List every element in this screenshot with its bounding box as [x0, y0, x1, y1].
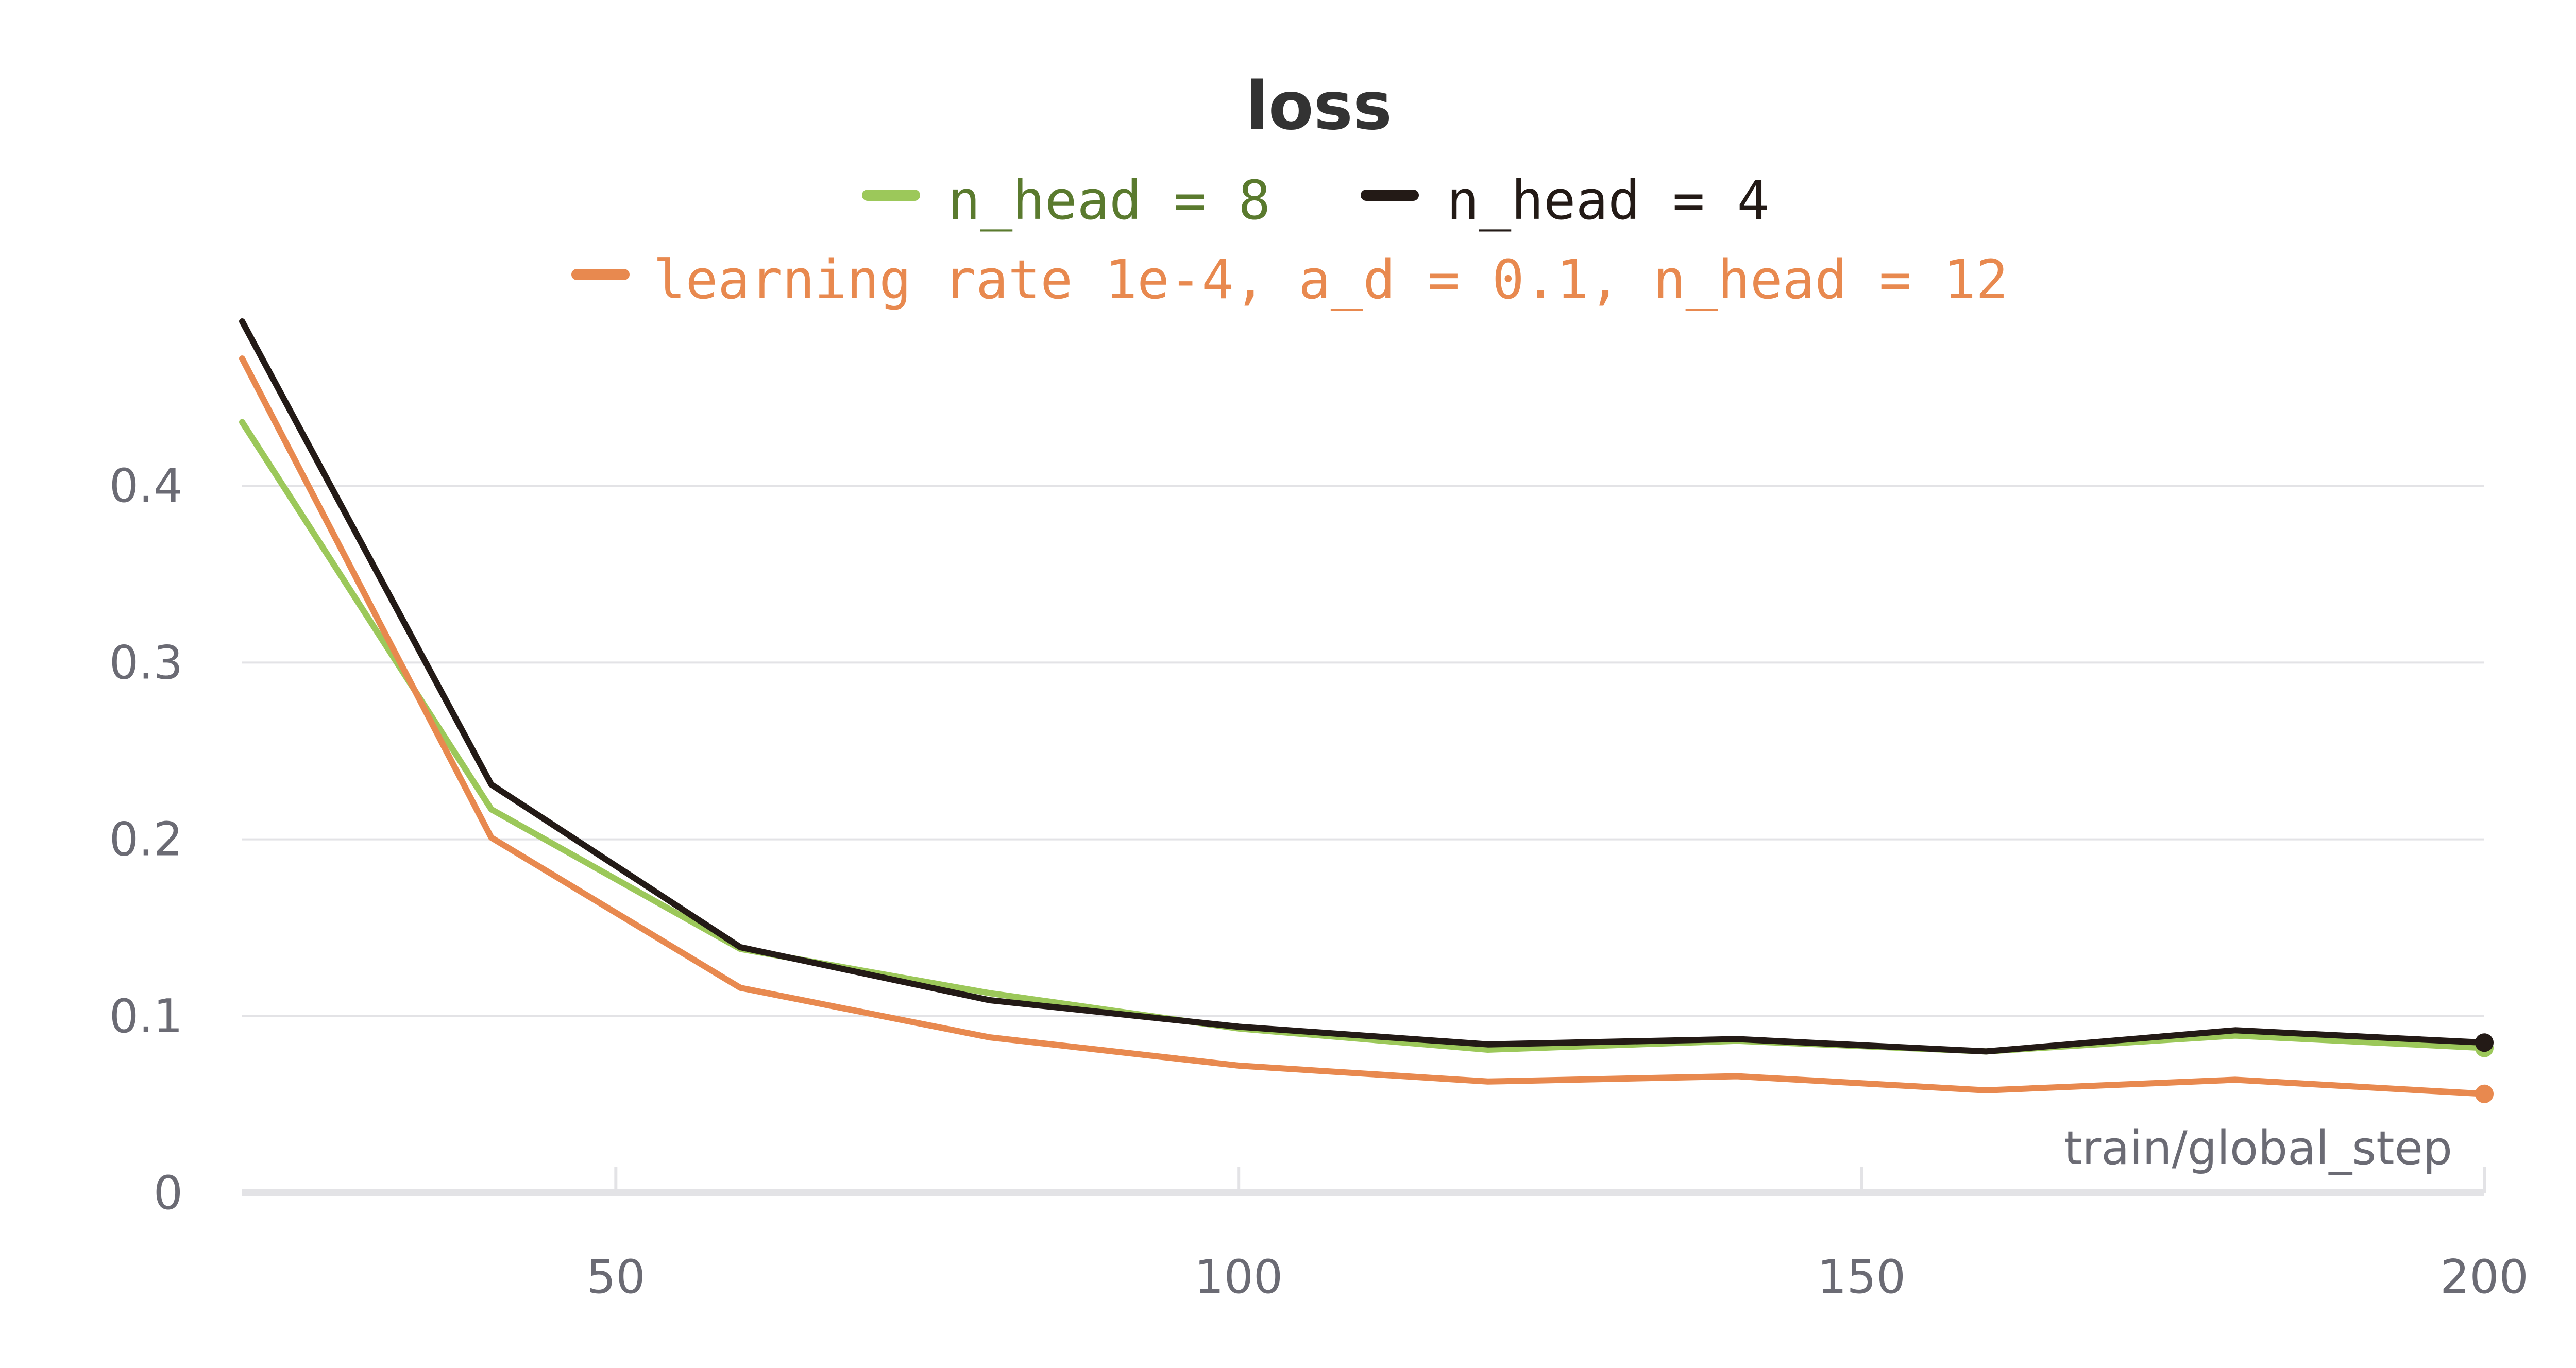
legend-label-n-head-8: n_head = 8 — [948, 169, 1270, 232]
y-tick-label-3: 0.3 — [109, 636, 183, 690]
legend-swatch-n-head-8 — [862, 190, 920, 201]
series-endpoint-2[interactable] — [2475, 1084, 2494, 1103]
y-tick-label-0: 0 — [154, 1166, 183, 1220]
gridlines — [242, 485, 2484, 1017]
legend-label-n-head-4: n_head = 4 — [1447, 169, 1769, 232]
chart-title: loss — [1246, 68, 1392, 145]
x-tick-label-2: 150 — [1817, 1250, 1906, 1304]
legend-item-n-head-8[interactable]: n_head = 8 — [862, 169, 1270, 232]
x-tick-label-1: 100 — [1194, 1250, 1283, 1304]
endpoint-layer — [2475, 1033, 2494, 1103]
x-axis: 50 100 150 200 — [242, 1167, 2529, 1304]
series-endpoint-1[interactable] — [2475, 1033, 2494, 1052]
series-line-1[interactable] — [239, 318, 2487, 1055]
legend-item-n-head-4[interactable]: n_head = 4 — [1361, 169, 1769, 232]
legend-swatch-learning-rate-n-head-12 — [571, 269, 630, 280]
legend-item-learning-rate-n-head-12[interactable]: learning rate 1e-4, a_d = 0.1, n_head = … — [571, 248, 2008, 311]
legend: n_head = 8 n_head = 4 learning rate 1e-4… — [571, 169, 2008, 311]
y-tick-label-4: 0.4 — [109, 459, 183, 513]
series-line-0[interactable] — [239, 419, 2487, 1055]
y-axis: 0 0.1 0.2 0.3 0.4 — [109, 459, 183, 1220]
legend-swatch-n-head-4 — [1361, 190, 1419, 201]
y-tick-label-2: 0.2 — [109, 813, 183, 867]
series-layer — [239, 318, 2487, 1097]
x-tick-label-3: 200 — [2440, 1250, 2529, 1304]
x-tick-label-0: 50 — [586, 1250, 646, 1304]
legend-label-learning-rate-n-head-12: learning rate 1e-4, a_d = 0.1, n_head = … — [653, 248, 2008, 311]
x-axis-title: train/global_step — [2064, 1121, 2452, 1175]
series-line-2[interactable] — [239, 355, 2487, 1097]
y-tick-label-1: 0.1 — [109, 989, 183, 1044]
